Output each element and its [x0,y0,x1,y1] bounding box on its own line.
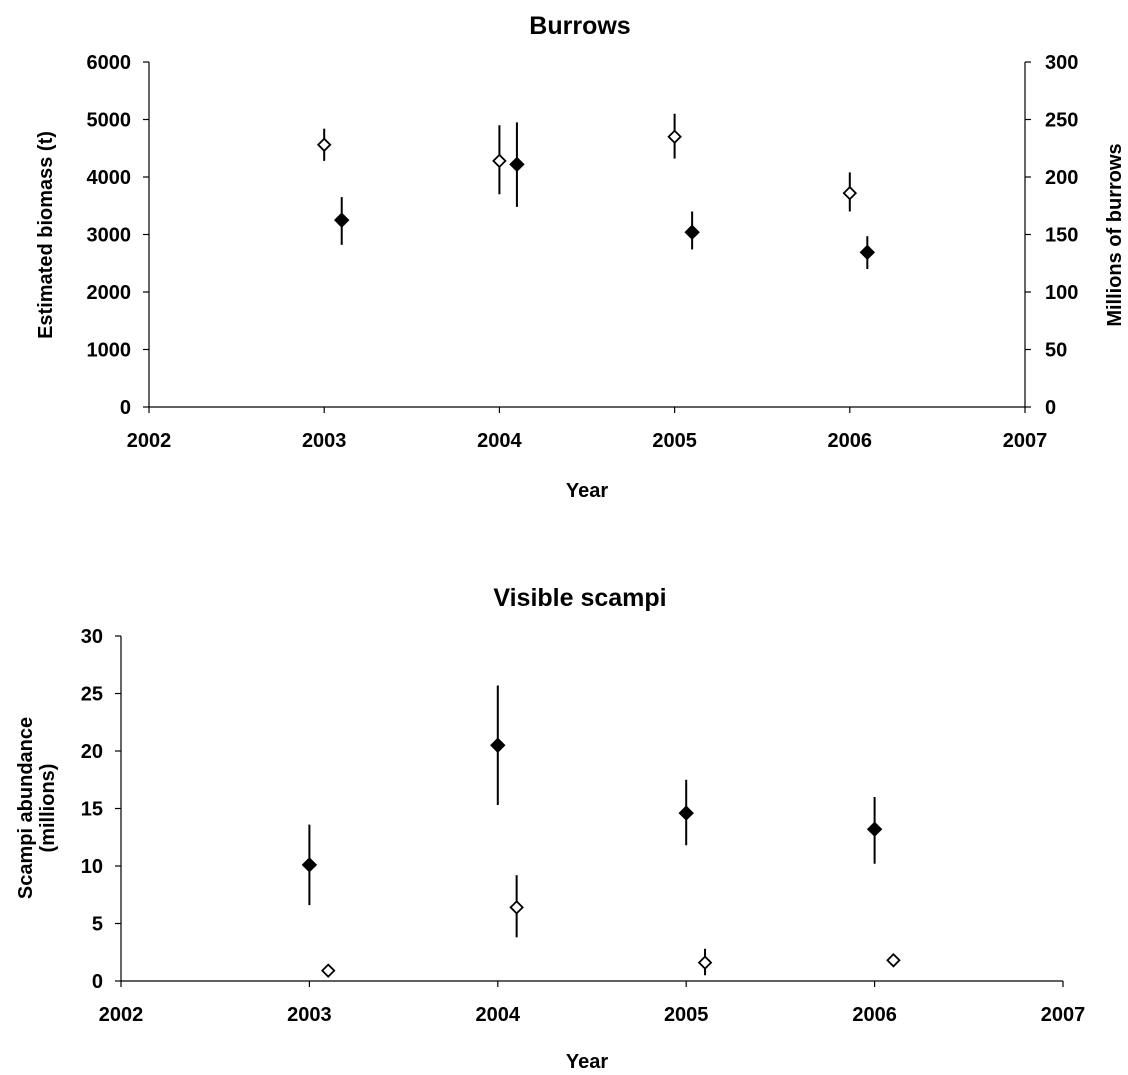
scampi-chart: Visible scampi 0 5 10 15 20 25 30 2002 2003 2004… [15,584,1085,1073]
burrows-y2-tick-label: 50 [1045,340,1067,362]
burrows-x-tick-label: 2006 [828,430,873,452]
scampi-series-1-point [886,953,901,968]
burrows-y2-axis-label: Millions of burrows [1104,143,1126,326]
burrows-y-tick-label: 2000 [87,282,132,304]
scampi-series-0-point [490,737,506,753]
scampi-x-tick-label: 2002 [99,1004,144,1026]
scampi-y-axis-label-line-2: (millions) [37,764,59,853]
burrows-series-0-point [316,137,332,153]
burrows-data-marks [316,113,876,269]
burrows-series-1-point [859,244,876,261]
scampi-x-tick-label: 2003 [287,1004,332,1026]
burrows-y2-tick-label: 300 [1045,52,1078,74]
burrows-x-tick-label: 2004 [477,430,522,452]
burrows-y-tick-label: 3000 [87,225,132,247]
scampi-y-tick-label: 15 [81,799,103,821]
scampi-x-tick-label: 2004 [476,1004,521,1026]
scampi-series-1-point [509,900,524,915]
burrows-series-0-point [667,129,682,145]
burrows-y-axis-label: Estimated biomass (t) [35,131,57,339]
burrows-y-tick-label: 5000 [87,110,132,132]
scampi-series-0-point [866,821,883,837]
burrows-x-tick-label: 2007 [1003,430,1048,452]
scampi-y-axis-label-line-1: Scampi abundance [15,717,37,899]
burrows-x-tick-label: 2003 [302,430,347,452]
burrows-x-axis-label: Year [566,480,608,502]
burrows-y-tick-label: 1000 [87,340,132,362]
burrows-series-0-point [842,185,858,201]
burrows-y2-tick-label: 250 [1045,110,1078,132]
scampi-x-ticks: 2002 2003 2004 2005 2006 2007 [99,981,1086,1026]
burrows-x-tick-label: 2005 [652,430,697,452]
scampi-y-tick-label: 25 [81,684,103,706]
burrows-series-1-point [509,156,525,173]
scampi-data-marks [301,685,901,978]
scampi-title: Visible scampi [493,584,666,612]
scampi-y-tick-label: 0 [92,971,103,993]
burrows-y-tick-label: 4000 [87,167,132,189]
scampi-x-tick-label: 2007 [1041,1004,1086,1026]
scampi-y-ticks: 0 5 10 15 20 25 30 [81,626,121,993]
scampi-x-axis-label: Year [566,1051,608,1073]
scampi-series-0-point [678,805,694,821]
scampi-y-tick-label: 5 [92,914,103,936]
scampi-y-tick-label: 10 [81,856,103,878]
burrows-chart: Burrows 0 1000 2000 3000 4000 5000 6000 0 50 100… [35,12,1126,502]
scampi-series-1-point [320,963,336,978]
burrows-series-1-point [334,212,350,228]
scampi-x-tick-label: 2005 [664,1004,709,1026]
burrows-title: Burrows [529,12,630,40]
scampi-x-tick-label: 2006 [852,1004,897,1026]
scampi-y-axis-label: Scampi abundance (millions) [15,717,59,899]
burrows-x-ticks: 2002 2003 2004 2005 2006 2007 [127,407,1048,452]
burrows-y-ticks: 0 1000 2000 3000 4000 5000 6000 [87,52,149,419]
scampi-y-tick-label: 20 [81,741,103,763]
burrows-y2-tick-label: 0 [1045,397,1056,419]
burrows-x-tick-label: 2002 [127,430,172,452]
scampi-series-1-point [697,955,713,970]
burrows-y2-tick-label: 100 [1045,282,1078,304]
burrows-y2-tick-label: 150 [1045,225,1078,247]
burrows-series-1-point [684,224,700,240]
burrows-y2-tick-label: 200 [1045,167,1078,189]
burrows-series-0-point [492,153,507,169]
burrows-y-tick-label: 0 [120,397,131,419]
scampi-series-0-point [301,857,318,873]
scampi-y-tick-label: 30 [81,626,103,648]
burrows-y-tick-label: 6000 [87,52,132,74]
burrows-y2-ticks: 0 50 100 150 200 250 300 [1025,52,1078,419]
